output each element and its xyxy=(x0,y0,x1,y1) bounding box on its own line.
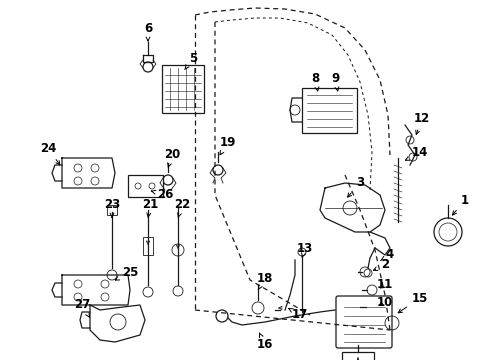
Text: 27: 27 xyxy=(74,298,90,317)
Text: 10: 10 xyxy=(376,296,392,309)
Text: 13: 13 xyxy=(296,242,312,257)
Text: 17: 17 xyxy=(288,309,307,321)
Text: 19: 19 xyxy=(220,135,236,155)
Text: 15: 15 xyxy=(397,292,427,313)
Text: 18: 18 xyxy=(256,271,273,290)
Text: 21: 21 xyxy=(142,198,158,217)
Text: 6: 6 xyxy=(143,22,152,41)
Text: 2: 2 xyxy=(373,258,388,271)
Text: 5: 5 xyxy=(184,51,197,69)
Text: 11: 11 xyxy=(376,279,392,292)
Bar xyxy=(162,65,203,113)
Text: 12: 12 xyxy=(413,112,429,134)
Text: 4: 4 xyxy=(380,248,393,261)
Text: 26: 26 xyxy=(151,189,173,202)
FancyBboxPatch shape xyxy=(335,296,391,348)
Text: 9: 9 xyxy=(330,72,339,91)
Bar xyxy=(142,237,153,255)
Text: 25: 25 xyxy=(115,266,138,280)
Bar xyxy=(107,205,117,215)
Text: 7: 7 xyxy=(353,358,361,360)
Text: 3: 3 xyxy=(347,176,364,197)
Bar xyxy=(128,175,163,197)
Text: 1: 1 xyxy=(451,194,468,215)
Text: 24: 24 xyxy=(40,141,60,165)
Bar xyxy=(302,88,356,133)
Text: 22: 22 xyxy=(174,198,190,217)
Bar xyxy=(341,352,373,360)
Text: 20: 20 xyxy=(163,148,180,167)
Text: 8: 8 xyxy=(310,72,319,91)
Text: 23: 23 xyxy=(103,198,120,217)
Text: 14: 14 xyxy=(405,147,427,160)
Text: 16: 16 xyxy=(256,333,273,351)
